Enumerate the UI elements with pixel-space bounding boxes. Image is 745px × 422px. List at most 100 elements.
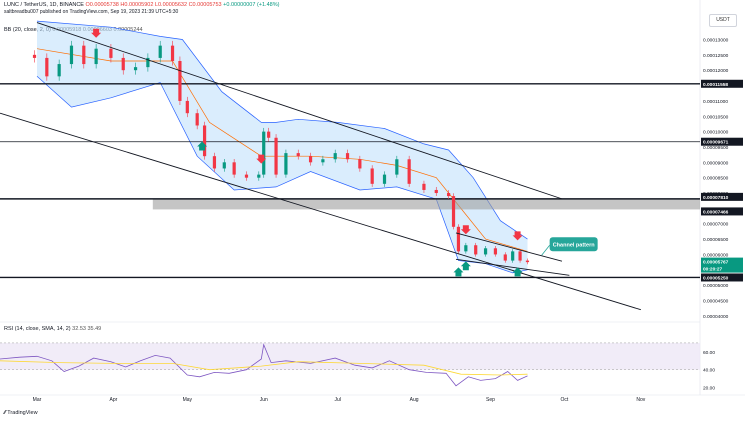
x-tick-label: Jul [334, 397, 340, 403]
candle-body [121, 57, 125, 71]
candle-body [422, 183, 426, 190]
bollinger-fill [37, 21, 528, 273]
candle-body [109, 48, 113, 58]
y-tick-label: 0.00010000 [703, 130, 729, 136]
candle-body [57, 64, 61, 77]
y-tick-label: 0.00007000 [703, 222, 729, 228]
price-label-bg [701, 192, 743, 201]
trendline [455, 258, 570, 276]
candle-body [464, 245, 468, 252]
candle-body [45, 57, 49, 77]
y-tick-label: 0.00012000 [703, 68, 729, 74]
price-label-bg [701, 257, 743, 266]
bb-label: BB (20, close, 2, 0) [4, 27, 51, 33]
candle-body [483, 248, 488, 255]
down-arrow-icon [91, 28, 102, 38]
candle-body [69, 45, 74, 65]
up-arrow-icon [453, 267, 464, 277]
price-label: 0.00007466 [703, 209, 729, 215]
rsi-y-tick-label: 60.00 [703, 350, 715, 356]
rsi-band [0, 342, 700, 370]
trendline [36, 22, 563, 200]
candle-body [345, 153, 350, 160]
up-arrow-icon [460, 261, 471, 271]
x-tick-label: Jun [260, 397, 268, 403]
y-tick-label: 0.00008500 [703, 176, 729, 182]
tradingview-brand: ⁄⁄ TradingView [4, 410, 38, 416]
trendline [0, 112, 641, 311]
x-tick-label: Apr [109, 397, 117, 403]
candle-body [257, 174, 261, 178]
y-tick-label: 0.00005000 [703, 283, 729, 289]
up-arrow-icon [197, 141, 208, 151]
candle-body [451, 196, 456, 227]
candle-body [195, 113, 199, 126]
y-tick-label: 0.00010500 [703, 114, 729, 120]
price-label: 0.00009671 [703, 140, 729, 146]
price-label: 0.00005767 [703, 260, 729, 266]
candle-body [382, 174, 387, 184]
candle-body [474, 245, 478, 255]
candle-body [222, 162, 226, 169]
annotation-text: Channel pattern [553, 243, 596, 249]
candle-body [262, 131, 266, 175]
candle-body [170, 45, 175, 61]
author-line: saltbreadbu007 published on TradingView.… [4, 9, 179, 15]
rsi-label: RSI (14, close, SMA, 14, 2) [4, 326, 71, 332]
candle-body [32, 54, 37, 58]
price-label: 0.00005250 [703, 275, 729, 281]
candle-body [493, 248, 498, 255]
x-tick-label: Nov [636, 397, 645, 403]
y-tick-label: 0.00004500 [703, 299, 729, 305]
x-tick-label: Aug [410, 397, 419, 403]
y-tick-label: 0.00006000 [703, 252, 729, 258]
candle-body [321, 159, 325, 163]
candle-body [158, 45, 162, 58]
x-tick-label: May [183, 397, 193, 403]
bollinger-upper-line [36, 20, 528, 240]
price-label-bg [701, 137, 743, 146]
x-tick-label: Sep [486, 397, 495, 403]
candle-body [267, 131, 271, 138]
y-tick-label: 0.00012500 [703, 53, 729, 59]
candle-body [407, 159, 411, 184]
price-change: +0.00000007 (+1.48%) [223, 2, 280, 8]
price-label: 0.00007810 [703, 195, 729, 201]
price-label-bg [701, 264, 743, 273]
price-label: 0.00011558 [703, 82, 728, 88]
trendline [455, 232, 563, 262]
candle-body [308, 156, 313, 163]
price-label-bg [701, 207, 743, 216]
price-label-bg [701, 79, 743, 88]
candle-body [82, 45, 86, 65]
chart-symbol-header: LUNC / TetherUS, 1D, BINANCE O0.00005738… [4, 2, 279, 9]
candle-body [358, 159, 362, 169]
y-tick-label: 0.00013000 [703, 37, 729, 43]
annotation-callout [549, 237, 598, 252]
candle-body [185, 100, 189, 114]
currency-badge[interactable]: USDT [709, 14, 737, 27]
candle-body [503, 254, 507, 261]
brand-text: TradingView [7, 410, 38, 416]
rsi-legend: RSI (14, close, SMA, 14, 2) 32.53 35.49 [4, 326, 101, 333]
candle-body [178, 60, 182, 101]
y-tick-label: 0.00009000 [703, 160, 729, 166]
y-tick-label: 0.00009500 [703, 145, 729, 151]
x-tick-label: Oct [561, 397, 569, 403]
rsi-line [0, 343, 528, 387]
rsi-ma-line [0, 360, 528, 376]
candle-body [212, 156, 217, 169]
y-tick-label: 0.00006500 [703, 237, 729, 243]
up-arrow-icon [512, 267, 523, 277]
candle-body [146, 57, 150, 68]
candle-body [370, 168, 374, 184]
price-label: 00:20:27 [703, 267, 723, 273]
candle-body [274, 137, 278, 175]
rsi-values: 32.53 35.49 [72, 326, 102, 332]
down-arrow-icon [512, 231, 523, 241]
candle-body [518, 251, 522, 261]
candle-body [456, 226, 461, 252]
down-arrow-icon [460, 225, 471, 235]
down-arrow-icon [256, 154, 267, 164]
